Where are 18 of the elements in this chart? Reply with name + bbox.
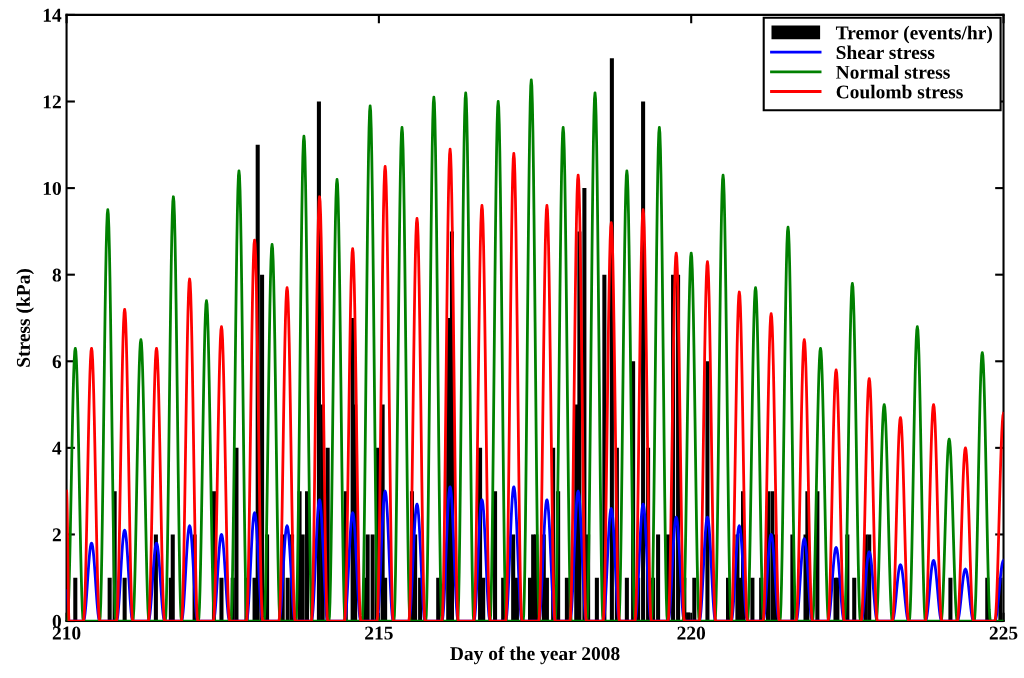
y-tick-label: 10 [43, 181, 61, 196]
y-tick-label: 14 [43, 8, 62, 22]
legend-label: Shear stress [836, 45, 935, 60]
y-axis-title: Stress (kPa) [16, 269, 34, 367]
x-tick-label: 220 [677, 626, 706, 640]
y-tick-label: 6 [52, 355, 62, 369]
y-tick-label: 8 [52, 268, 62, 282]
x-tick-label: 210 [52, 626, 81, 640]
x-axis-title: Day of the year 2008 [450, 646, 620, 665]
legend-label: Normal stress [836, 65, 950, 79]
x-tick-label: 225 [989, 626, 1018, 640]
y-tick-label: 12 [43, 95, 61, 109]
x-tick-label: 215 [365, 626, 393, 640]
legend-label: Tremor (events/hr) [835, 25, 992, 44]
y-tick-label: 4 [52, 441, 62, 455]
legend-label: Coulomb stress [836, 84, 963, 99]
y-tick-label: 2 [52, 528, 61, 542]
y-tick-label: 0 [52, 614, 61, 628]
